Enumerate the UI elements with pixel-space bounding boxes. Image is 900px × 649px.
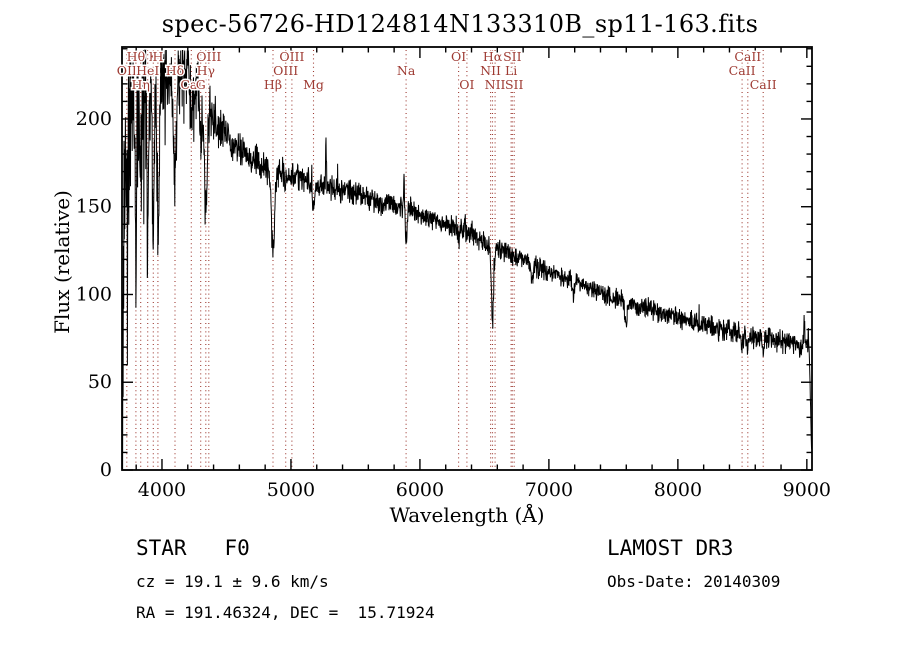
spectral-line-label: Hδ bbox=[166, 63, 184, 78]
y-tick-label: 100 bbox=[76, 283, 112, 305]
plot-title: spec-56726-HD124814N133310B_sp11-163.fit… bbox=[161, 10, 759, 38]
spectral-line-label: Hθ bbox=[127, 49, 145, 64]
x-axis-label: Wavelength (Å) bbox=[389, 503, 545, 527]
spectral-line-label: Hγ bbox=[197, 63, 215, 78]
y-tick-label: 0 bbox=[100, 459, 112, 481]
spectral-line-label: OIII bbox=[279, 49, 304, 64]
x-tick-label: 7000 bbox=[525, 479, 573, 501]
spectral-line-label: OII bbox=[117, 63, 137, 78]
survey-name-text: LAMOST DR3 bbox=[607, 536, 734, 560]
plot-frame bbox=[121, 46, 813, 471]
spectral-line-label: Hα bbox=[483, 49, 503, 64]
spectral-line-label: OI bbox=[451, 49, 466, 64]
spectral-line-label: CaII bbox=[729, 63, 756, 78]
spectral-line-label: CaI bbox=[180, 77, 202, 92]
y-tick-label: 50 bbox=[88, 371, 112, 393]
y-tick-label: 200 bbox=[76, 108, 112, 130]
spectral-line-label: Mg bbox=[303, 77, 324, 92]
spectrum-trace bbox=[122, 49, 812, 470]
y-tick-label: 150 bbox=[76, 196, 112, 218]
spectral-line-label: HeI bbox=[136, 63, 159, 78]
spectral-line-label: NII bbox=[480, 63, 501, 78]
spectral-line-label: OI bbox=[459, 77, 474, 92]
spectral-line-label: G bbox=[196, 77, 206, 92]
spectral-line-label: H bbox=[152, 49, 163, 64]
spectral-line-label: SII bbox=[505, 77, 524, 92]
cz-velocity-text: cz = 19.1 ± 9.6 km/s bbox=[136, 572, 329, 591]
spectral-line-label: SII bbox=[503, 49, 522, 64]
spectral-line-label: OIII bbox=[273, 63, 298, 78]
object-class-text: STAR F0 bbox=[136, 536, 250, 560]
spectral-line-label: CaII bbox=[750, 77, 777, 92]
spectral-line-label: Hβ bbox=[264, 77, 282, 92]
spectral-line-label: Na bbox=[397, 63, 416, 78]
spectral-line-label: Hη bbox=[132, 77, 150, 92]
obs-date-text: Obs-Date: 20140309 bbox=[607, 572, 781, 591]
spectral-line-label: NII bbox=[485, 77, 506, 92]
spectral-line-label: K bbox=[149, 49, 159, 64]
x-tick-label: 5000 bbox=[267, 479, 315, 501]
spectral-line-label: Li bbox=[505, 63, 517, 78]
x-tick-label: 4000 bbox=[138, 479, 186, 501]
ra-dec-text: RA = 191.46324, DEC = 15.71924 bbox=[136, 603, 435, 622]
spectral-line-label: CaII bbox=[734, 49, 761, 64]
spectral-line-label: OIII bbox=[196, 49, 221, 64]
x-tick-label: 8000 bbox=[654, 479, 702, 501]
x-tick-label: 6000 bbox=[396, 479, 444, 501]
x-tick-label: 9000 bbox=[783, 479, 831, 501]
